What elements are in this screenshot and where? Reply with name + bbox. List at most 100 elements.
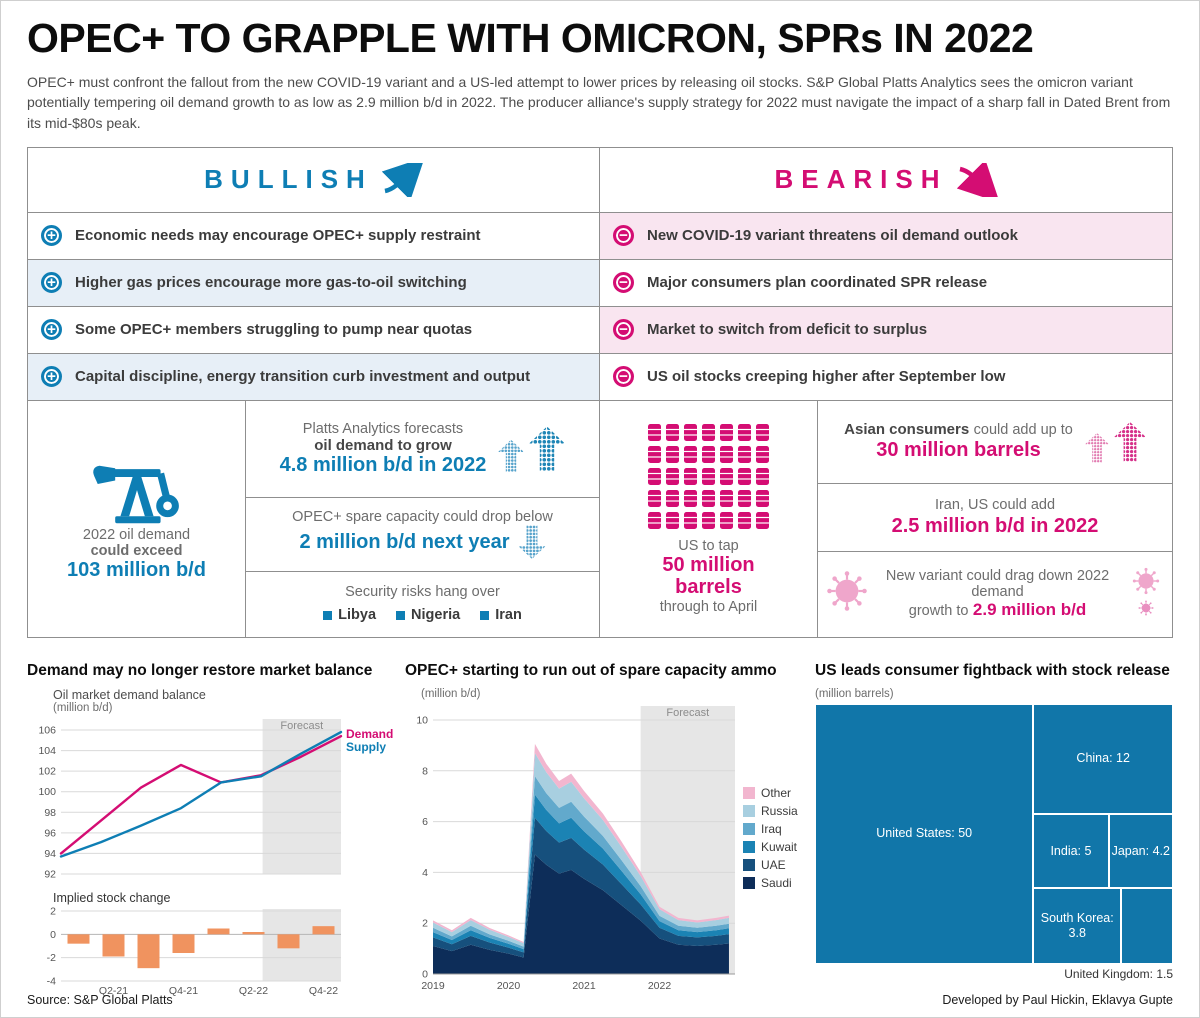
implied-stock-change-bar-chart: -4 -2 0 2 Q2-21 Q4-21 Q2-22 Q4-22 — [47, 905, 341, 997]
barrel-icon — [720, 446, 733, 463]
barrel-icon — [720, 468, 733, 485]
chart3-title: US leads consumer fightback with stock r… — [815, 661, 1170, 679]
barrel-icon — [684, 446, 697, 463]
barrel-icon — [702, 490, 715, 507]
svg-text:Q2-22: Q2-22 — [239, 985, 268, 997]
intro-paragraph: OPEC+ must confront the fallout from the… — [27, 74, 1171, 131]
barrel-icon — [648, 446, 661, 463]
barrel-icon — [648, 490, 661, 507]
downtrend-arrow-icon — [956, 162, 998, 197]
source-note: Source: S&P Global Platts — [27, 993, 173, 1007]
security-countries: Libya Nigeria Iran — [323, 607, 522, 623]
barrel-icon — [666, 490, 679, 507]
svg-text:Demand: Demand — [346, 727, 393, 741]
legend-swatch — [743, 876, 755, 889]
square-bullet-icon — [480, 610, 490, 620]
table-row-label: Some OPEC+ members struggling to pump ne… — [75, 321, 473, 339]
svg-text:Supply: Supply — [346, 740, 386, 754]
legend-item: Other — [743, 786, 805, 800]
security-label: Security risks hang over — [345, 584, 500, 601]
legend-swatch — [743, 804, 755, 817]
treemap-box — [1121, 888, 1173, 964]
chart1-unit: (million b/d) — [53, 701, 113, 714]
us-spr-cell: US to tap 50 million barrels through to … — [600, 400, 818, 637]
svg-text:2021: 2021 — [572, 980, 596, 992]
barrel-icon — [738, 424, 751, 441]
legend-label: UAE — [761, 857, 786, 872]
barrel-icon — [720, 490, 733, 507]
barrel-icon — [648, 424, 661, 441]
demand-line2: could exceed — [90, 543, 183, 560]
country-label: Nigeria — [411, 607, 461, 624]
pumpjack-icon — [92, 466, 179, 524]
dotted-up-arrows-pink-icon — [1084, 421, 1146, 463]
chart2-unit: (million b/d) — [421, 687, 481, 700]
bullish-column: BULLISH + Economic needs may encourage OP… — [28, 147, 600, 637]
barrel-icon — [738, 446, 751, 463]
barrel-icon — [648, 468, 661, 485]
table-row-label: US oil stocks creeping higher after Sept… — [647, 368, 1006, 386]
chart-stock-release: US leads consumer fightback with stock r… — [815, 662, 1173, 1004]
legend-label: Iraq — [761, 821, 782, 836]
treemap-label: India: 5 — [1050, 843, 1092, 858]
spr-line2: through to April — [659, 598, 758, 615]
security-risks-cell: Security risks hang over Libya Nigeria Ira… — [246, 570, 599, 636]
forecast-line1: Platts Analytics forecasts — [302, 420, 464, 437]
minus-icon: − — [613, 319, 634, 341]
variant-value: 2.9 million b/d — [972, 599, 1087, 619]
barrel-icon — [738, 468, 751, 485]
barrel-icon — [738, 512, 751, 529]
asian-consumers-cell: Asian consumers could add up to 30 milli… — [818, 401, 1172, 483]
svg-text:92: 92 — [44, 868, 56, 880]
treemap-label: South Korea: 3.8 — [1040, 910, 1114, 941]
svg-text:4: 4 — [422, 867, 428, 879]
uptrend-arrow-icon — [381, 162, 423, 197]
country-label: Iran — [495, 607, 522, 624]
table-row-label: Economic needs may encourage OPEC+ suppl… — [75, 227, 481, 245]
chart-demand-balance: Demand may no longer restore market bala… — [27, 662, 393, 1004]
svg-text:Q4-21: Q4-21 — [169, 985, 198, 997]
barrel-icon — [756, 468, 769, 485]
table-row: + Higher gas prices encourage more gas-to… — [28, 258, 599, 306]
treemap-box: Japan: 4.2 — [1108, 814, 1173, 889]
barrel-icon — [738, 490, 751, 507]
variant-line2: growth to — [908, 602, 969, 619]
table-row: + Capital discipline, energy transition c… — [28, 352, 599, 400]
bearish-info-subcells: Asian consumers could add up to 30 milli… — [818, 401, 1172, 637]
legend-label: Kuwait — [761, 839, 798, 854]
svg-text:2: 2 — [422, 918, 428, 930]
svg-text:2: 2 — [50, 907, 56, 918]
plus-icon: + — [41, 272, 62, 294]
barrel-icon — [702, 512, 715, 529]
barrel-icon — [702, 468, 715, 485]
spr-value: 50 million barrels — [662, 554, 755, 599]
chart2-legend: Other Russia Iraq Kuwait UAE Saudi — [743, 786, 805, 894]
svg-text:8: 8 — [422, 765, 428, 777]
demand-line1: 2022 oil demand — [82, 527, 191, 544]
bullish-info-subcells: Platts Analytics forecasts oil demand to… — [246, 401, 599, 637]
chart2-title: OPEC+ starting to run out of spare capac… — [405, 661, 777, 679]
iran-us-cell: Iran, US could add 2.5 million b/d in 20… — [818, 482, 1172, 551]
dotted-down-arrow-icon — [518, 525, 546, 560]
charts-row: Demand may no longer restore market bala… — [27, 662, 1173, 1004]
svg-text:2019: 2019 — [421, 980, 445, 992]
oil-demand-cell: 2022 oil demand could exceed 103 million… — [28, 400, 246, 637]
asian-lead: Asian consumers — [844, 421, 970, 439]
bearish-column: BEARISH − New COVID-19 variant threatens … — [600, 148, 1172, 637]
barrel-icon — [702, 446, 715, 463]
legend-item: Kuwait — [743, 840, 805, 854]
treemap-box: India: 5 — [1033, 814, 1109, 889]
table-row: + Economic needs may encourage OPEC+ supp… — [28, 211, 599, 259]
bearish-rows: − New COVID-19 variant threatens oil dema… — [600, 211, 1172, 400]
spare-line1: OPEC+ spare capacity could drop below — [292, 509, 553, 526]
bearish-title: BEARISH — [774, 164, 948, 195]
chart-spare-capacity: OPEC+ starting to run out of spare capac… — [405, 662, 803, 1004]
plus-icon: + — [41, 366, 62, 388]
legend-item: UAE — [743, 858, 805, 872]
barrel-icon — [720, 512, 733, 529]
treemap-label: China: 12 — [1076, 751, 1130, 766]
svg-text:94: 94 — [44, 848, 56, 860]
table-row-label: Higher gas prices encourage more gas-to-… — [75, 274, 467, 292]
iran-line1: Iran, US could add — [934, 496, 1056, 513]
